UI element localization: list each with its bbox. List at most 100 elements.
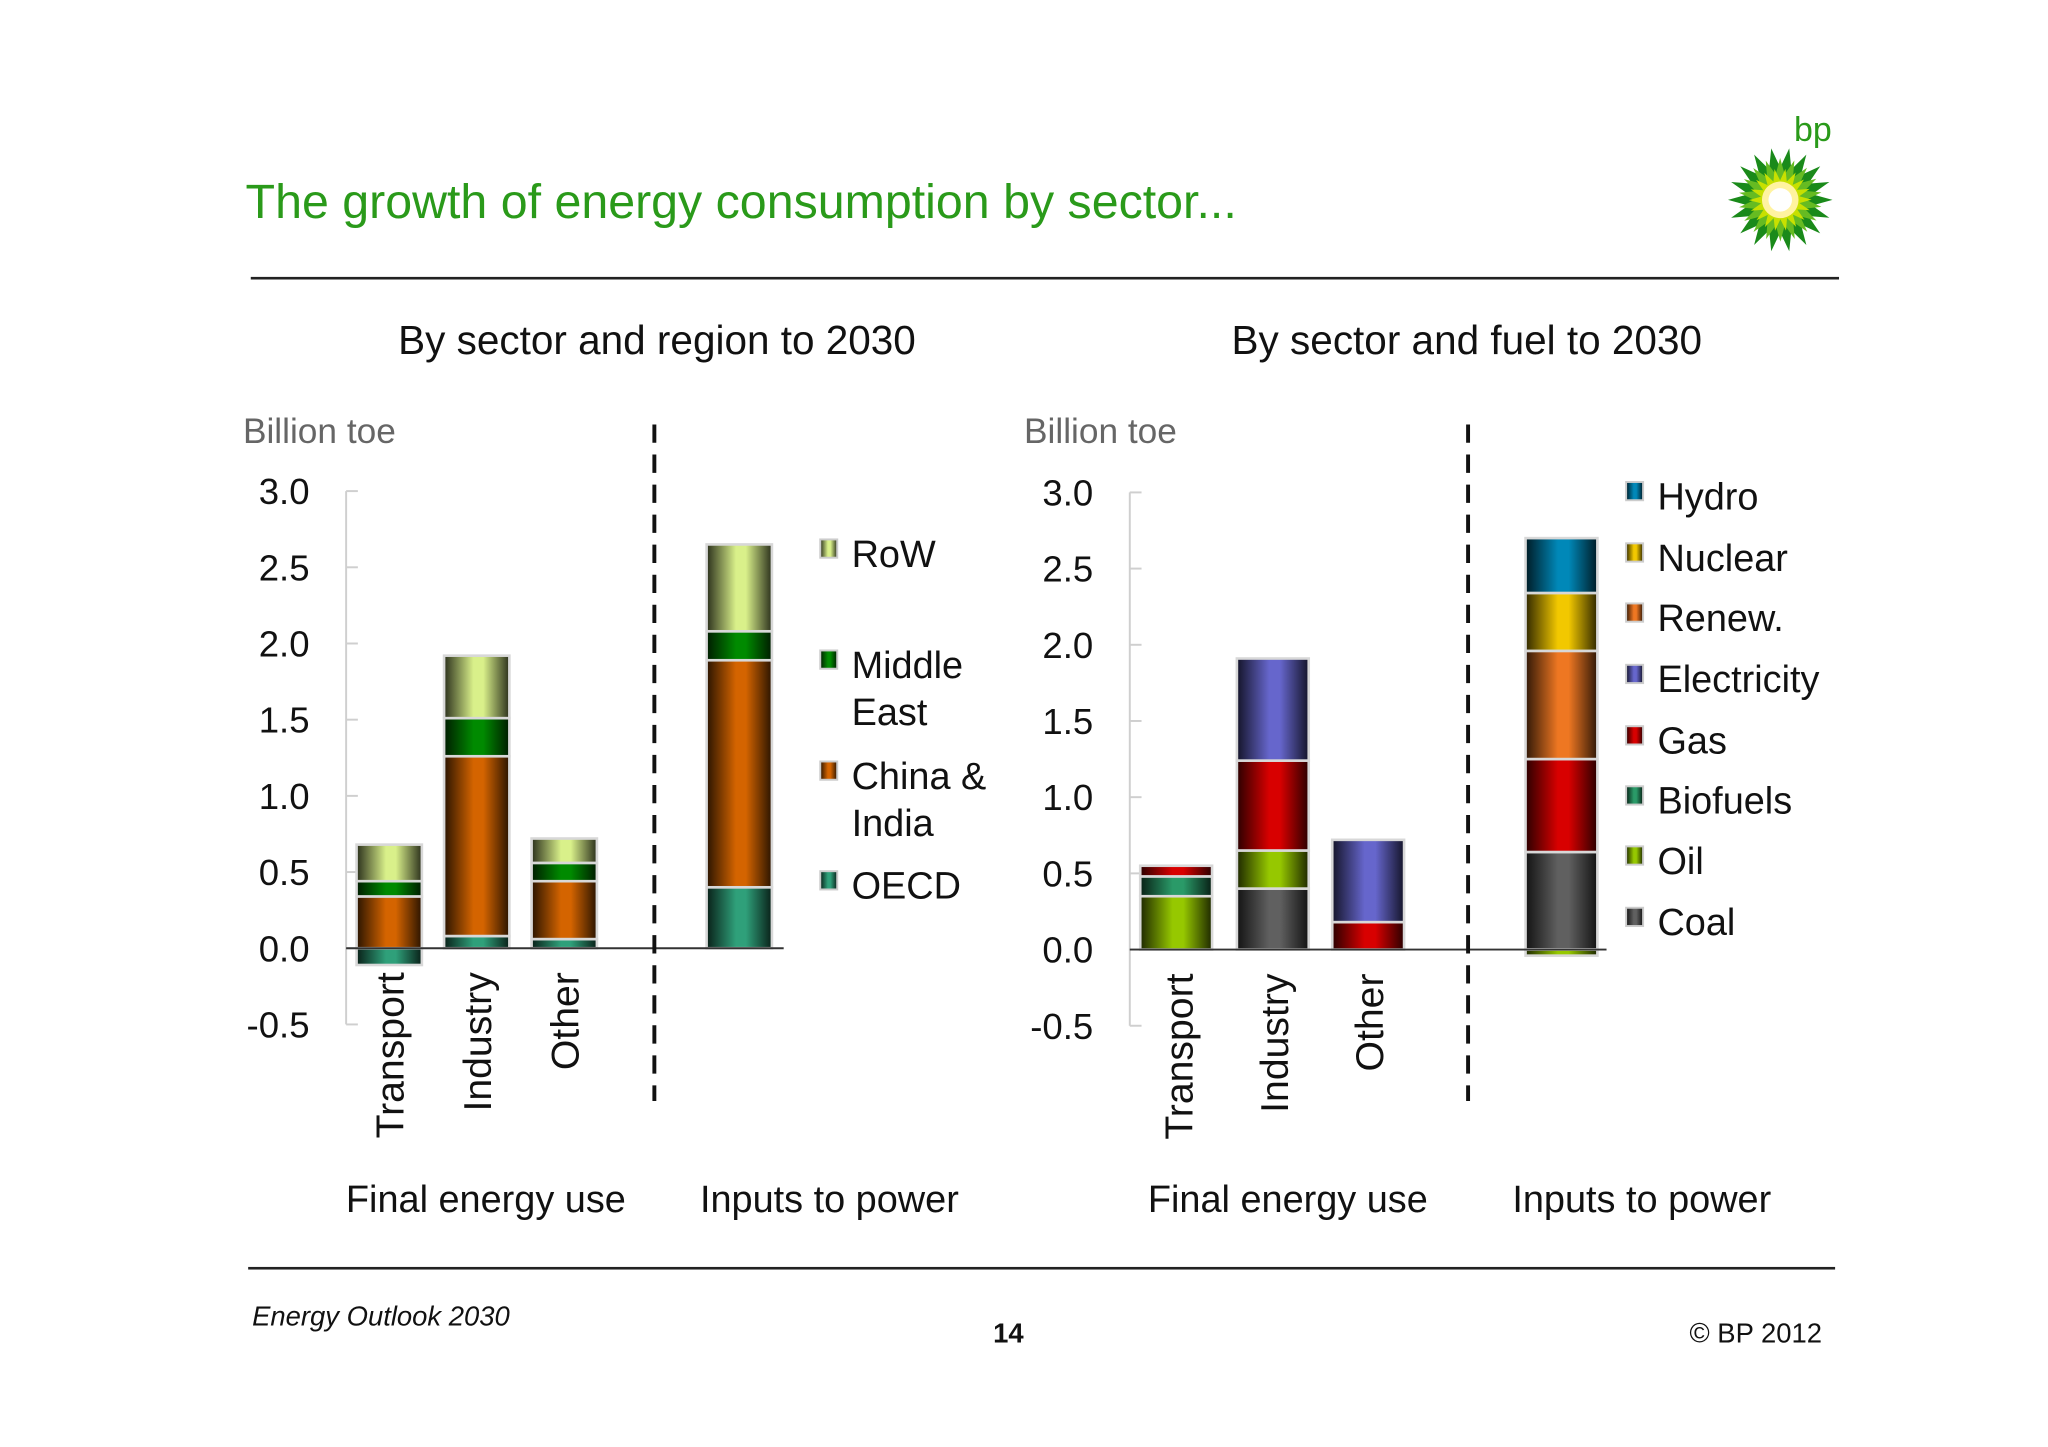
bar-segment-oecd [705,885,774,950]
legend-label: Biofuels [1657,781,1792,823]
bar-segment-middle-east [355,879,424,898]
y-tick-label: 0.5 [1042,853,1093,894]
legend-label: RoW [852,534,936,576]
footer-publication: Energy Outlook 2030 [252,1302,510,1333]
category-label: Other [1349,973,1392,1071]
y-tick-label: 1.5 [259,700,310,741]
bar-segment-china-india [442,754,511,938]
bar-segment-oil [1138,894,1214,951]
bar-segment-gas [1524,757,1599,854]
bar-segment-hydro [1524,536,1599,595]
legend-swatch [1625,725,1645,746]
bar-segment-biofuels [1138,875,1214,898]
y-tick-label: -0.5 [1030,1006,1093,1047]
legend-label: Electricity [1657,659,1819,701]
chart-left-title: By sector and region to 2030 [398,317,916,364]
legend-swatch [819,870,839,891]
legend-swatch [1625,542,1645,563]
chart-right: 3.0 2.5 2.0 1.5 1.0 0.5 0.0 -0.5 Transport Indust… [1030,424,1820,1221]
bar-segment-middle-east [442,716,511,758]
top-divider [250,276,1840,280]
y-tick-label: 2.5 [1042,549,1093,590]
bar-segment-gas [1235,759,1311,852]
y-tick-label: 0.5 [259,852,310,893]
legend-swatch [819,538,839,559]
y-tick-label: 0.0 [259,928,310,969]
bar-segment-oecd [530,937,599,950]
chart-right-ylabel: Billion toe [1023,411,1177,451]
category-label: Other [545,972,588,1070]
legend-label: Oil [1657,841,1703,883]
bar-segment-oecd [355,946,424,967]
y-tick-label: 2.5 [259,547,310,588]
legend-label: Gas [1657,721,1726,763]
legend-label: Hydro [1657,476,1758,518]
category-label: Industry [457,972,500,1112]
bp-logo-text: bp [1794,111,1832,149]
bar-segment-row [442,654,511,720]
bar-segment-gas [1330,920,1406,951]
legend-swatch [1625,602,1645,623]
y-tick-label: -0.5 [247,1004,310,1045]
group-label: Inputs to power [1512,1179,1771,1221]
helios-core [1768,188,1792,212]
bar-segment-china-india [705,658,774,889]
legend-label: India [852,803,935,845]
category-label: Transport [370,972,413,1138]
legend-label: Renew. [1657,598,1783,640]
legend-swatch [1625,906,1645,928]
legend-swatch [819,760,839,781]
y-tick-label: 2.0 [1042,625,1093,666]
y-tick-label: 1.0 [259,776,310,817]
group-label: Inputs to power [700,1179,959,1221]
chart-left-ylabel: Billion toe [242,411,396,451]
bar-segment-electricity [1235,657,1311,762]
bar-segment-oil [1235,849,1311,890]
legend-swatch [819,649,839,670]
bar-segment-electricity [1330,838,1406,924]
legend-label: China & [852,756,987,798]
page-number: 14 [993,1319,1024,1350]
chart-left: 3.0 2.5 2.0 1.5 1.0 0.5 0.0 -0.5 Transport Indust… [247,424,987,1221]
bar-segment-china-india [355,895,424,950]
group-label: Final energy use [346,1179,626,1221]
legend-swatch [1625,845,1645,866]
helios-icon [1727,148,1833,252]
bar-segment-middle-east [530,861,599,883]
group-label: Final energy use [1148,1179,1428,1221]
bottom-divider [248,1266,1836,1270]
legend-label: Nuclear [1657,538,1787,580]
bar-segment-row [530,837,599,865]
bar-segment-middle-east [705,629,774,662]
bar-segment-row [355,843,424,883]
bar-segment-nuclear [1524,591,1599,653]
y-tick-label: 3.0 [259,471,310,512]
y-tick-label: 2.0 [259,624,310,665]
legend-swatch [1625,480,1645,502]
chart-right-title: By sector and fuel to 2030 [1231,317,1702,364]
slide-title: The growth of energy consumption by sect… [245,175,1237,229]
bar-segment-oecd [442,934,511,950]
bar-segment-renew- [1524,649,1599,761]
legend-swatch [1625,663,1645,685]
legend-label: Coal [1657,902,1735,944]
legend-swatch [1625,785,1645,806]
y-tick-label: 0.0 [1042,930,1093,971]
legend-label: Middle [852,645,964,687]
bar-segment-row [705,543,774,633]
bp-logo: bp [1727,111,1833,252]
y-tick-label: 1.0 [1042,777,1093,818]
y-tick-label: 3.0 [1042,472,1093,513]
category-label: Industry [1254,973,1297,1113]
bar-segment-coal [1524,850,1599,951]
legend-label: East [852,692,928,734]
bar-segment-coal [1235,887,1311,951]
y-tick-label: 1.5 [1042,701,1093,742]
copyright: © BP 2012 [1689,1319,1823,1350]
category-label: Transport [1158,973,1201,1139]
bar-segment-china-india [530,879,599,941]
legend-label: OECD [852,866,961,908]
bar-segment-gas [1138,864,1214,878]
